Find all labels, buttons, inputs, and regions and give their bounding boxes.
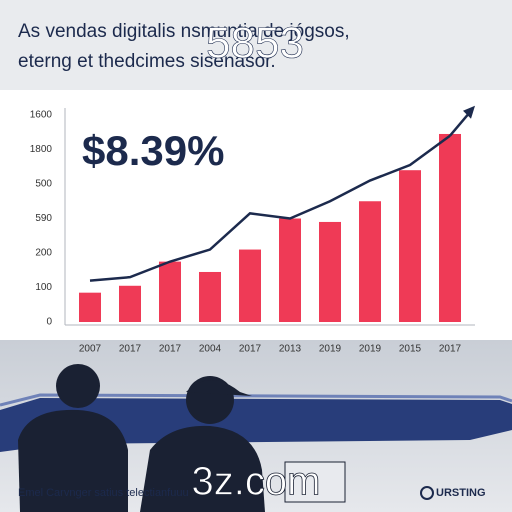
plot: 1600 1800 500 590 200 100 0 2007 2017 2017 2004 201… <box>30 105 475 355</box>
header-band <box>0 0 512 90</box>
y-tick-label: 1800 <box>30 144 53 155</box>
y-tick-label: 1600 <box>30 110 53 121</box>
headline-value: $8.39% <box>82 127 224 174</box>
x-tick-label: 2004 <box>199 344 222 355</box>
bar <box>439 133 461 322</box>
x-tick-label: 2007 <box>79 344 102 355</box>
laptop <box>284 461 346 503</box>
x-tick-label: 2019 <box>359 344 382 355</box>
bar <box>159 261 181 322</box>
y-tick-label: 500 <box>35 179 52 190</box>
y-tick-label: 200 <box>35 248 52 259</box>
bar <box>319 221 341 322</box>
bar <box>199 271 221 322</box>
person-left <box>18 364 128 512</box>
x-tick-label: 2015 <box>399 344 422 355</box>
brand-icon <box>420 486 434 500</box>
bar <box>79 292 101 322</box>
x-tick-label: 2017 <box>119 344 142 355</box>
x-tick-label: 2013 <box>279 344 302 355</box>
bar <box>399 170 421 322</box>
x-tick-label: 2019 <box>319 344 342 355</box>
y-tick-label: 0 <box>46 317 52 328</box>
title-line: As vendas digitalis nsmuntia de jógsos, <box>18 21 350 42</box>
bar <box>119 285 141 322</box>
y-tick-label: 590 <box>35 213 52 224</box>
table <box>0 398 512 452</box>
y-tick-label: 100 <box>35 282 52 293</box>
trend-line <box>89 134 451 282</box>
watermark: 3z.com <box>192 460 321 504</box>
title-line: eterng et thedcimes sisenasor. <box>18 51 276 72</box>
table-edge <box>0 393 512 407</box>
bar <box>359 201 381 322</box>
trend-arrowhead <box>463 105 475 119</box>
x-tick-label: 2017 <box>439 344 462 355</box>
footer-caption: Emel Carvnger satius telectianfuuu <box>18 487 189 499</box>
bar <box>239 249 261 322</box>
x-tick-label: 2017 <box>239 344 262 355</box>
brand: URSTING <box>436 487 486 499</box>
bar <box>279 218 301 322</box>
person-right <box>140 376 265 512</box>
x-tick-label: 2017 <box>159 344 182 355</box>
watermark: 5853 <box>206 19 304 68</box>
